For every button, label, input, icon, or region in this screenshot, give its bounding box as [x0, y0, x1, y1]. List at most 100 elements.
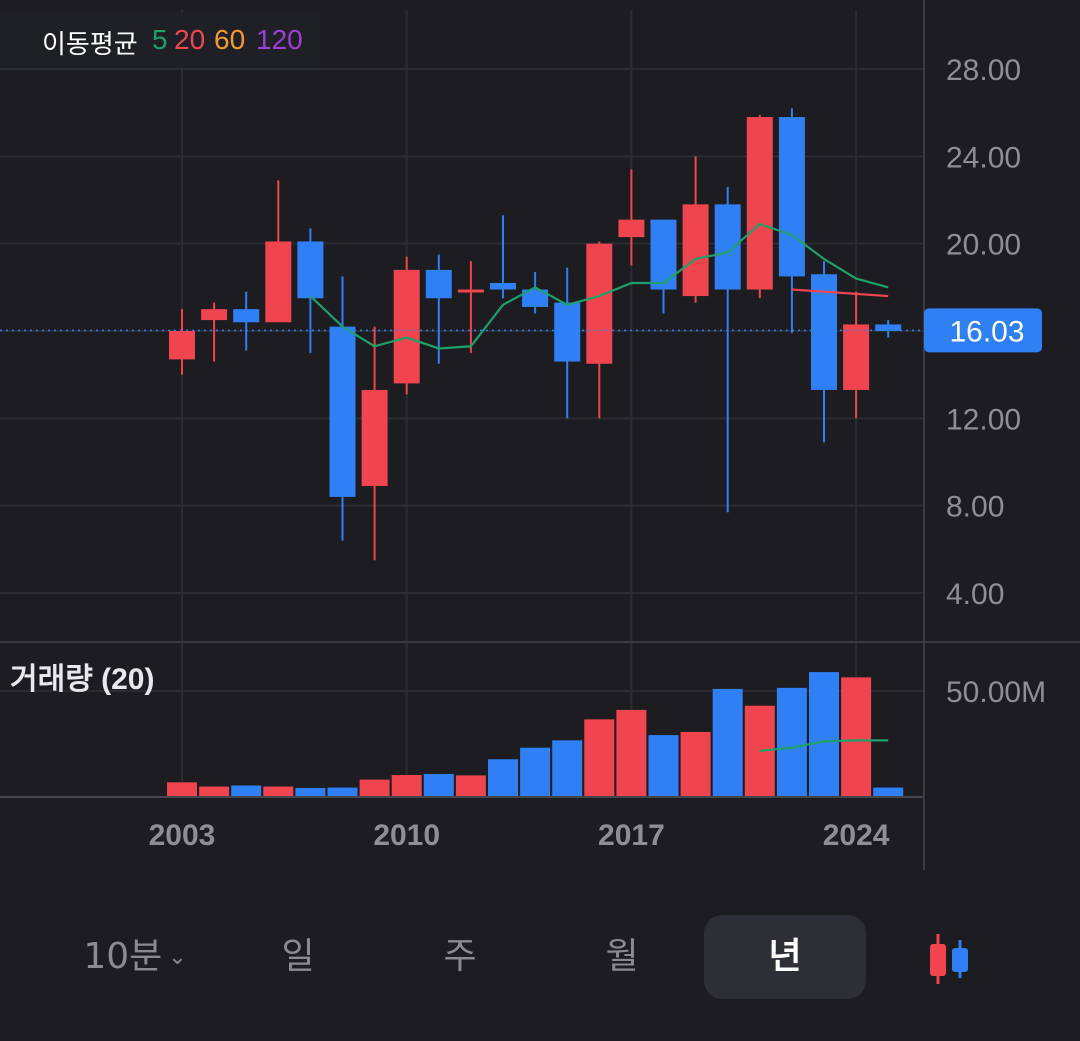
candle-body	[714, 204, 741, 290]
y-tick-label: 28.00	[946, 54, 1021, 87]
candle-body	[875, 324, 902, 331]
y-tick-label: 8.00	[946, 491, 1004, 524]
candle-body	[201, 309, 228, 321]
candle	[329, 276, 356, 541]
candle-body	[297, 241, 324, 299]
candle-body	[554, 302, 581, 362]
volume-title: 거래량 (20)	[10, 663, 155, 696]
candle	[714, 186, 741, 513]
volume-bar	[584, 719, 615, 796]
tab-day[interactable]: 일	[216, 915, 380, 999]
candle-body	[522, 289, 549, 307]
y-tick-label: 4.00	[946, 578, 1004, 611]
candle-body	[778, 117, 805, 277]
candle-body	[746, 117, 773, 290]
volume-bar	[841, 677, 872, 796]
volume-bar	[873, 787, 904, 796]
candle-body	[457, 289, 484, 293]
volume-bars	[167, 672, 904, 796]
candle	[554, 267, 581, 419]
volume-bar	[167, 782, 197, 796]
candle	[393, 256, 420, 395]
candle	[650, 219, 677, 314]
candle	[522, 272, 549, 314]
x-tick-label: 2024	[823, 819, 890, 852]
candlestick-chart[interactable]: 28.00 24.00 20.00 12.00 8.00 4.00 2003 2010 2017…	[0, 0, 1080, 900]
volume-bar	[488, 759, 518, 796]
candle-body	[618, 219, 645, 238]
candle-body	[169, 331, 195, 360]
tab-day-label: 일	[281, 936, 315, 977]
candle	[233, 291, 260, 351]
candle-body	[265, 241, 292, 323]
candle	[297, 228, 324, 353]
tab-week[interactable]: 주	[378, 915, 542, 999]
volume-bar	[359, 779, 390, 796]
volume-bar	[199, 786, 230, 796]
candle	[875, 320, 902, 338]
volume-bar	[423, 773, 454, 796]
candle-body	[490, 282, 516, 290]
ma5-line	[309, 222, 889, 350]
candle-body	[329, 326, 356, 497]
candle-body	[425, 269, 452, 299]
current-price-label: 16.03	[949, 315, 1024, 348]
candle	[457, 261, 484, 353]
x-tick-label: 2010	[373, 819, 440, 852]
volume-ma20-line	[759, 739, 889, 752]
y-tick-label: 24.00	[946, 141, 1021, 174]
candle	[811, 261, 837, 443]
volume-bar	[327, 787, 358, 796]
candlestick-chart-type-icon[interactable]	[920, 932, 980, 988]
moving-average-title: 이동평균	[42, 29, 138, 59]
volume-bar	[776, 687, 807, 796]
current-price-tag	[924, 308, 1042, 353]
candle	[618, 169, 645, 266]
volume-bar	[680, 731, 711, 796]
volume-bar	[231, 785, 262, 796]
tab-week-label: 주	[443, 936, 477, 977]
candle-body	[650, 219, 677, 290]
interval-tab-bar: 10분 ⌄ 일 주 월 년	[0, 915, 1080, 1005]
volume-y-tick-label: 50.00M	[946, 676, 1046, 709]
candle-body	[682, 204, 709, 297]
volume-bar	[263, 786, 294, 796]
volume-bar	[809, 672, 839, 796]
candle-body	[811, 274, 837, 390]
volume-bar	[712, 688, 743, 796]
volume-bar	[520, 747, 551, 796]
tab-10min[interactable]: 10분 ⌄	[70, 915, 200, 999]
candle	[586, 241, 613, 419]
candle	[425, 254, 452, 364]
candle	[746, 114, 773, 299]
volume-bar	[295, 788, 326, 796]
volume-bar	[648, 735, 679, 796]
volume-bar	[616, 709, 647, 796]
chevron-down-icon: ⌄	[168, 945, 187, 970]
volume-bar	[552, 740, 583, 796]
volume-bar	[455, 775, 486, 796]
x-tick-label: 2017	[598, 819, 665, 852]
candle-body	[233, 309, 260, 323]
candle-body	[843, 324, 870, 390]
candle	[778, 108, 805, 334]
candle	[843, 291, 870, 419]
candle	[201, 302, 228, 362]
tab-10min-label: 10분	[83, 936, 163, 977]
y-tick-label: 12.00	[946, 403, 1021, 436]
ma-60-label: 60	[214, 24, 246, 55]
moving-average-legend-box[interactable]	[0, 12, 320, 68]
ma-120-label: 120	[256, 24, 303, 55]
candle	[265, 180, 292, 323]
tab-month[interactable]: 월	[540, 915, 704, 999]
y-tick-label: 20.00	[946, 229, 1021, 262]
tab-year[interactable]: 년	[704, 915, 866, 999]
candles	[169, 108, 902, 561]
candle	[169, 309, 195, 375]
ma-20-label: 20	[174, 24, 206, 55]
ma20-line	[791, 288, 889, 298]
grid-lines	[0, 10, 924, 796]
ma-5-label: 5	[152, 24, 168, 55]
candle-body	[586, 243, 613, 364]
